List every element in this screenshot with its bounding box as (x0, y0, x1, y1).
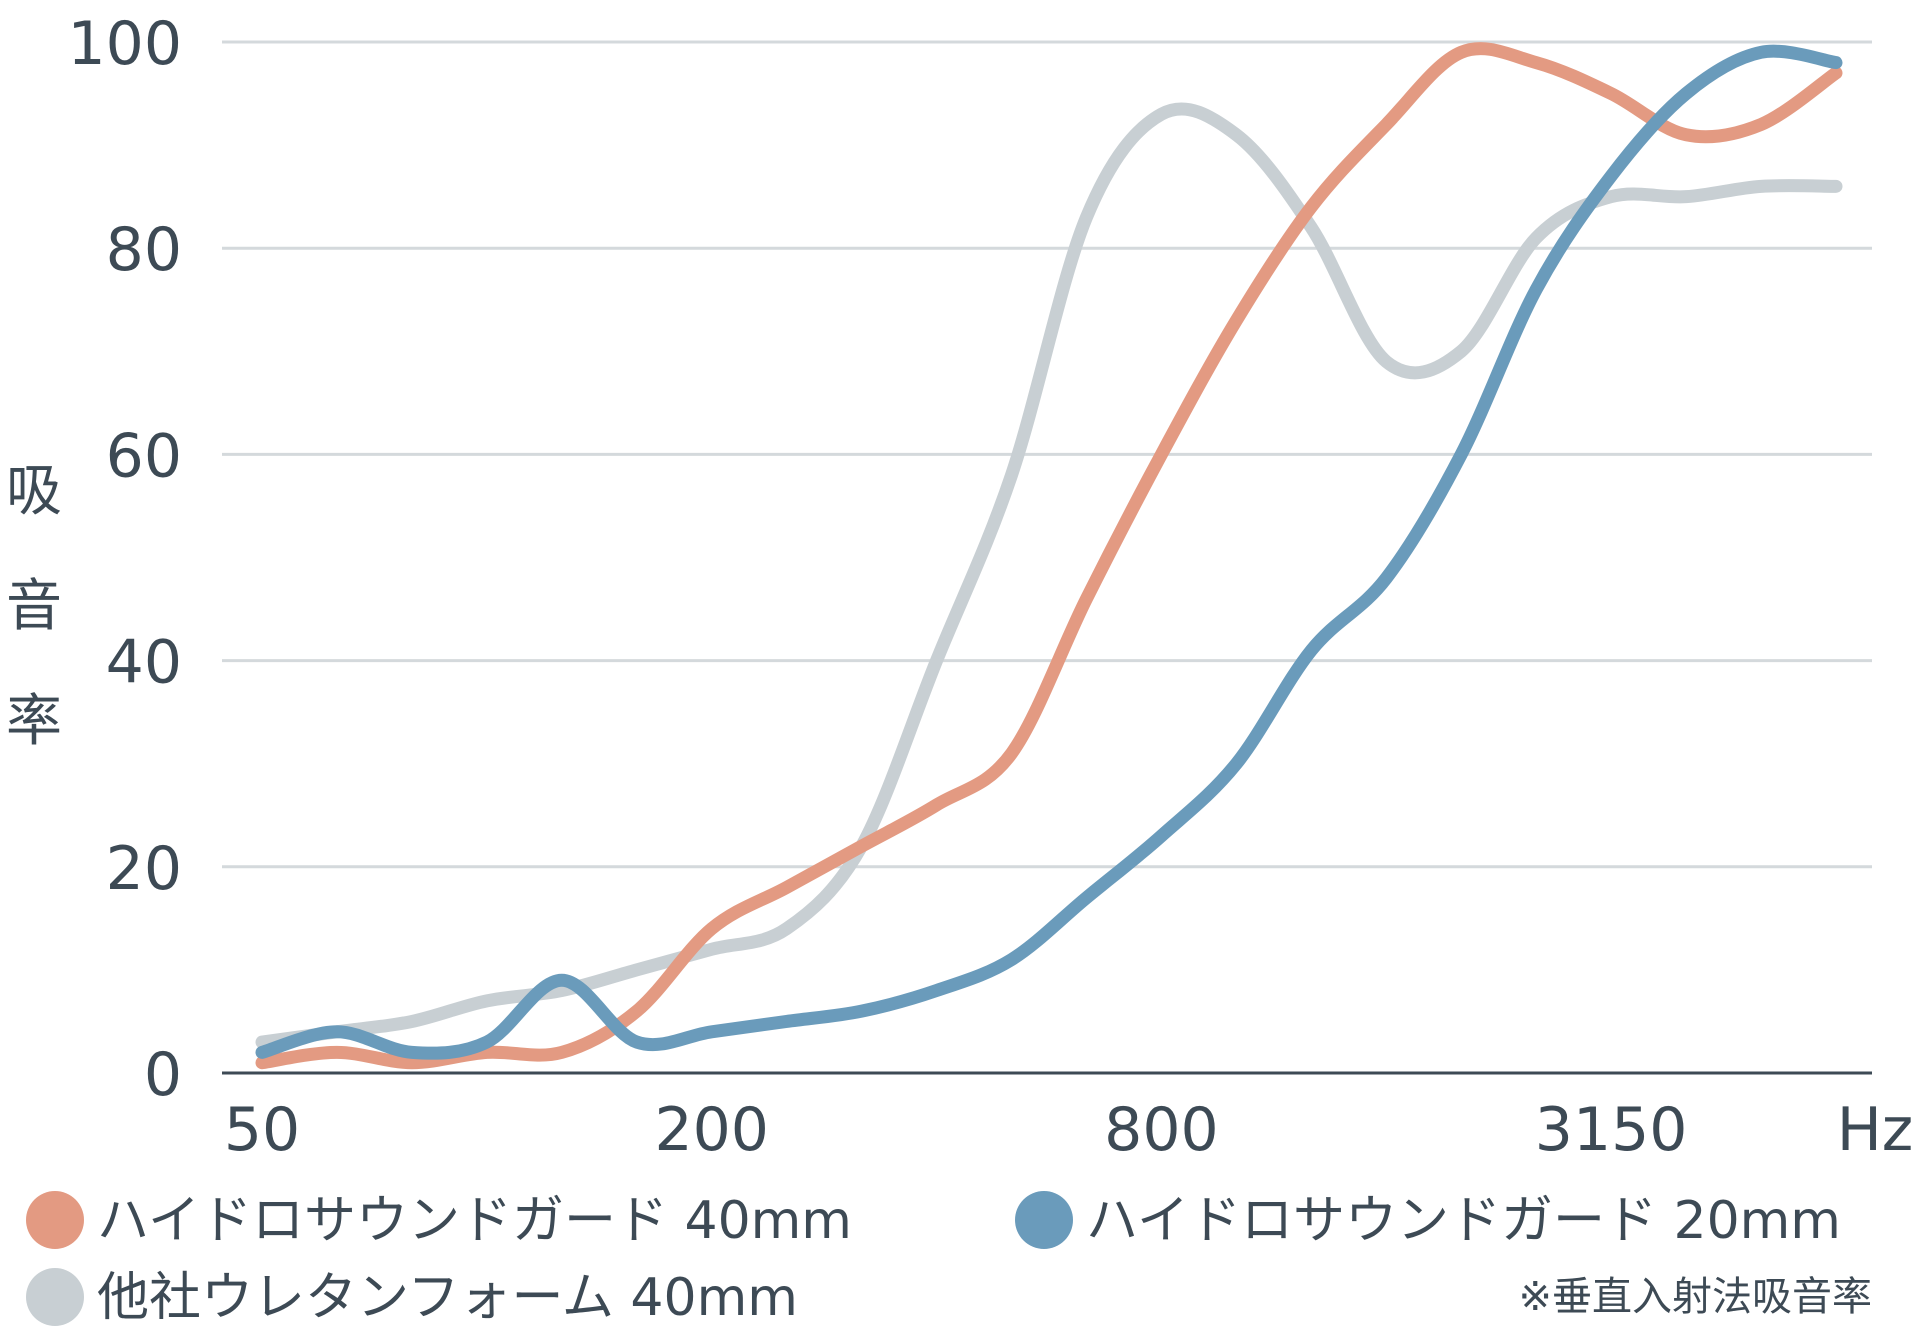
x-unit-label: Hz (1837, 1095, 1914, 1165)
x-tick-label: 3150 (1535, 1095, 1688, 1165)
y-tick-label: 20 (106, 834, 182, 904)
legend-label: ハイドロサウンドガード 40mm (97, 1191, 852, 1251)
x-tick-label: 50 (224, 1095, 300, 1165)
x-tick-label: 200 (654, 1095, 769, 1165)
series-line-1 (255, 44, 1843, 1060)
legend-label: ハイドロサウンドガード 20mm (1086, 1191, 1841, 1251)
y-tick-label: 80 (106, 215, 182, 285)
legend-swatch (26, 1268, 84, 1326)
y-tick-label: 100 (67, 9, 182, 79)
legend-label: 他社ウレタンフォーム 40mm (97, 1268, 798, 1328)
series-line-0 (255, 42, 1843, 1070)
series-lines (255, 42, 1843, 1070)
y-axis-label: 吸音率 (6, 459, 62, 754)
legend: ハイドロサウンドガード 40mm ハイドロサウンドガード 20mm 他社ウレタンフォ… (26, 1191, 1841, 1328)
gridlines (222, 40, 1872, 1075)
y-tick-label: 40 (106, 628, 182, 698)
legend-swatch (1015, 1191, 1073, 1249)
legend-swatch (26, 1191, 84, 1249)
y-tick-labels: 0 20 40 60 80 100 (67, 9, 182, 1110)
series-line-2 (255, 102, 1843, 1049)
x-tick-labels: 50 200 800 3150 (224, 1095, 1688, 1165)
x-tick-label: 800 (1104, 1095, 1219, 1165)
y-tick-label: 60 (106, 421, 182, 491)
measurement-note: ※垂直入射法吸音率 (1518, 1274, 1872, 1320)
y-tick-label: 0 (144, 1040, 182, 1110)
